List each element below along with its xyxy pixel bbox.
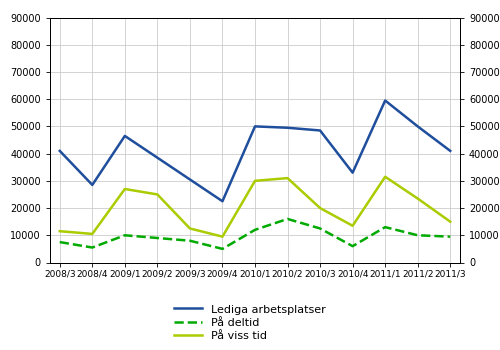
Lediga arbetsplatser [447, 149, 453, 153]
På viss tid [414, 196, 420, 201]
På viss tid [154, 193, 160, 197]
På deltid [220, 247, 226, 251]
På viss tid [220, 234, 226, 239]
På viss tid [122, 187, 128, 191]
Lediga arbetsplatser [90, 183, 96, 187]
Line: Lediga arbetsplatser: Lediga arbetsplatser [60, 100, 450, 201]
Lediga arbetsplatser [252, 124, 258, 128]
På viss tid [187, 226, 193, 231]
På viss tid [317, 206, 323, 210]
Lediga arbetsplatser [57, 149, 63, 153]
Lediga arbetsplatser [284, 126, 290, 130]
Lediga arbetsplatser [414, 124, 420, 128]
På deltid [284, 217, 290, 221]
Line: På deltid: På deltid [60, 219, 450, 249]
På deltid [57, 240, 63, 244]
På deltid [317, 226, 323, 231]
Lediga arbetsplatser [154, 156, 160, 160]
På viss tid [447, 219, 453, 224]
På deltid [154, 236, 160, 240]
På viss tid [350, 224, 356, 228]
På deltid [187, 239, 193, 243]
På viss tid [252, 179, 258, 183]
Lediga arbetsplatser [220, 199, 226, 203]
På viss tid [57, 229, 63, 233]
Legend: Lediga arbetsplatser, På deltid, På viss tid: Lediga arbetsplatser, På deltid, På viss… [171, 301, 329, 344]
På viss tid [90, 232, 96, 236]
På deltid [350, 244, 356, 248]
På viss tid [284, 176, 290, 180]
På deltid [90, 245, 96, 250]
På deltid [414, 233, 420, 237]
Lediga arbetsplatser [122, 134, 128, 138]
På deltid [252, 228, 258, 232]
På deltid [122, 233, 128, 237]
På deltid [382, 225, 388, 229]
På viss tid [382, 175, 388, 179]
På deltid [447, 234, 453, 239]
Line: På viss tid: På viss tid [60, 177, 450, 237]
Lediga arbetsplatser [317, 128, 323, 133]
Lediga arbetsplatser [187, 177, 193, 182]
Lediga arbetsplatser [350, 170, 356, 175]
Lediga arbetsplatser [382, 98, 388, 103]
